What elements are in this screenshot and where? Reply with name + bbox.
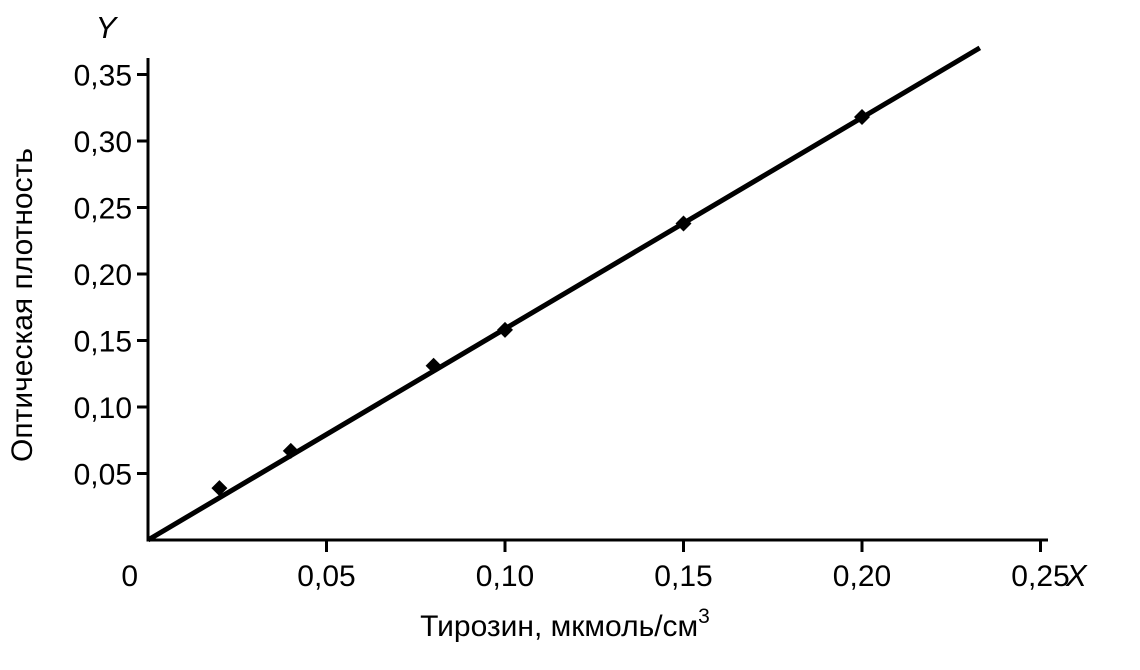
y-tick-label: 0,15	[74, 326, 132, 359]
x-axis-letter: X	[1065, 558, 1088, 593]
x-tick-label: 0,15	[654, 560, 712, 593]
y-tick-label: 0,30	[74, 126, 132, 159]
x-axis-title-superscript: 3	[698, 605, 710, 628]
data-point-marker	[675, 215, 692, 232]
y-tick-label: 0,25	[74, 193, 132, 226]
x-axis-title-text: Тирозин, мкмоль/см	[420, 610, 698, 643]
origin-tick-label: 0	[121, 560, 138, 593]
tick-marks	[137, 73, 1042, 552]
y-tick-label: 0,10	[74, 392, 132, 425]
data-point-marker	[497, 321, 513, 338]
x-axis-title: Тирозин, мкмоль/см3	[420, 605, 710, 643]
y-axis-letter: Y	[96, 10, 119, 45]
y-tick-label: 0,20	[74, 259, 132, 292]
tick-labels: 0,05 0,10 0,15 0,20 0,25 0,30 0,35 0,05 0,10 0,15…	[74, 60, 1070, 594]
fit-line	[146, 45, 982, 543]
x-tick-label: 0,20	[833, 560, 891, 593]
x-tick-label: 0,10	[476, 560, 534, 593]
data-point-marker	[425, 357, 442, 374]
x-tick-label: 0,05	[297, 560, 355, 593]
y-tick-label: 0,35	[74, 60, 132, 93]
data-point-marker	[211, 480, 228, 497]
x-tick-label: 0,25	[1011, 560, 1069, 593]
y-tick-label: 0,05	[74, 459, 132, 492]
y-axis-title: Оптическая плотность	[6, 148, 39, 462]
data-point-marker	[282, 442, 299, 459]
axes	[146, 58, 1048, 542]
data-series	[146, 45, 982, 543]
data-point-marker	[854, 109, 870, 126]
